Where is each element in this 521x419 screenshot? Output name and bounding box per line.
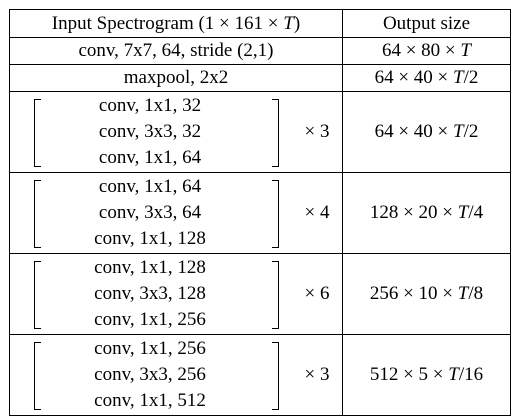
- block-layers-cell: conv, 1x1, 64 conv, 3x3, 64 conv, 1x1, 1…: [9, 172, 343, 254]
- block-layer: conv, 1x1, 128: [94, 228, 206, 249]
- block-layer-list: conv, 1x1, 128 conv, 3x3, 128 conv, 1x1,…: [10, 254, 290, 334]
- left-bracket: [34, 180, 41, 248]
- block-layer: conv, 1x1, 32: [98, 95, 202, 116]
- table-row-block: conv, 1x1, 128 conv, 3x3, 128 conv, 1x1,…: [9, 253, 512, 335]
- left-bracket: [34, 342, 41, 410]
- block-layer-list: conv, 1x1, 64 conv, 3x3, 64 conv, 1x1, 1…: [10, 173, 290, 253]
- output-cell: 256 × 10 × T/8: [341, 253, 512, 335]
- table-row-block: conv, 1x1, 32 conv, 3x3, 32 conv, 1x1, 6…: [9, 91, 512, 173]
- block-layer: conv, 3x3, 32: [98, 121, 202, 142]
- layer-cell: maxpool, 2x2: [9, 64, 343, 92]
- block-layer: conv, 1x1, 512: [94, 390, 206, 411]
- block-layers-cell: conv, 1x1, 32 conv, 3x3, 32 conv, 1x1, 6…: [9, 91, 343, 173]
- layer-cell: conv, 7x7, 64, stride (2,1): [9, 37, 343, 65]
- table-row-block: conv, 1x1, 256 conv, 3x3, 256 conv, 1x1,…: [9, 334, 512, 416]
- header-output-size: Output size: [341, 9, 512, 38]
- block-layers-cell: conv, 1x1, 256 conv, 3x3, 256 conv, 1x1,…: [9, 334, 343, 416]
- table-row: maxpool, 2x2 64 × 40 × T/2: [9, 64, 512, 92]
- table-row: conv, 7x7, 64, stride (2,1) 64 × 80 × T: [9, 37, 512, 65]
- output-cell: 64 × 80 × T: [341, 37, 512, 65]
- left-bracket: [34, 261, 41, 329]
- right-bracket: [272, 180, 279, 248]
- block-layer: conv, 3x3, 256: [94, 364, 206, 385]
- block-layer: conv, 1x1, 64: [98, 176, 202, 197]
- right-bracket: [272, 261, 279, 329]
- output-cell: 128 × 20 × T/4: [341, 172, 512, 254]
- block-layer: conv, 1x1, 64: [98, 147, 202, 168]
- block-layer: conv, 1x1, 256: [94, 338, 206, 359]
- repeat-count: × 4: [304, 202, 330, 223]
- block-layers-cell: conv, 1x1, 128 conv, 3x3, 128 conv, 1x1,…: [9, 253, 343, 335]
- right-bracket: [272, 99, 279, 167]
- right-bracket: [272, 342, 279, 410]
- block-layer: conv, 3x3, 64: [98, 202, 202, 223]
- block-layer: conv, 3x3, 128: [94, 283, 206, 304]
- header-input-spectrogram: Input Spectrogram (1 × 161 × T): [9, 9, 343, 38]
- output-cell: 64 × 40 × T/2: [341, 64, 512, 92]
- architecture-table: Input Spectrogram (1 × 161 × T) Output s…: [9, 9, 512, 416]
- block-layer-list: conv, 1x1, 32 conv, 3x3, 32 conv, 1x1, 6…: [10, 92, 290, 172]
- block-layer: conv, 1x1, 128: [94, 257, 206, 278]
- table-row-block: conv, 1x1, 64 conv, 3x3, 64 conv, 1x1, 1…: [9, 172, 512, 254]
- output-cell: 64 × 40 × T/2: [341, 91, 512, 173]
- repeat-count: × 3: [304, 364, 330, 385]
- header-row: Input Spectrogram (1 × 161 × T) Output s…: [9, 9, 512, 38]
- output-cell: 512 × 5 × T/16: [341, 334, 512, 416]
- block-layer-list: conv, 1x1, 256 conv, 3x3, 256 conv, 1x1,…: [10, 335, 290, 415]
- left-bracket: [34, 99, 41, 167]
- block-layer: conv, 1x1, 256: [94, 309, 206, 330]
- repeat-count: × 6: [304, 283, 330, 304]
- repeat-count: × 3: [304, 121, 330, 142]
